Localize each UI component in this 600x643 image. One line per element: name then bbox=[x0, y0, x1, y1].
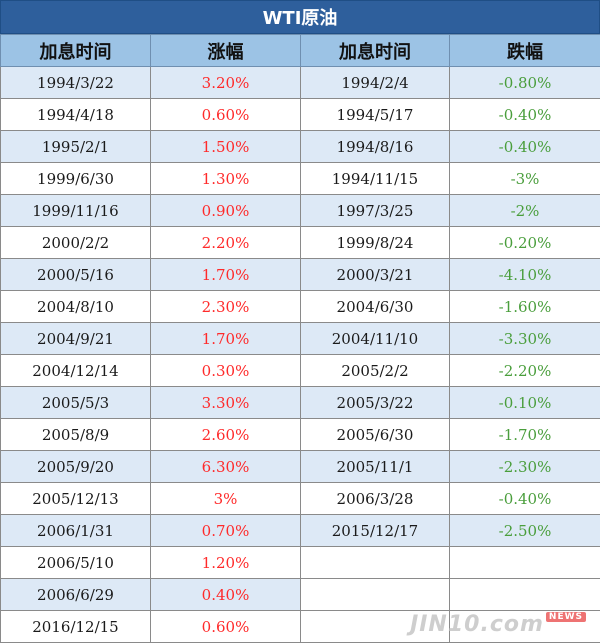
hike-date-up-cell: 2005/12/13 bbox=[0, 482, 151, 515]
gain-cell: 0.70% bbox=[150, 514, 301, 547]
gain-cell: 0.60% bbox=[150, 610, 301, 643]
gain-cell: 1.20% bbox=[150, 546, 301, 579]
gain-cell: 3.20% bbox=[150, 66, 301, 99]
watermark-text: JIN10.com bbox=[410, 612, 544, 637]
header-hike-date-down: 加息时间 bbox=[300, 34, 450, 67]
gain-cell: 0.40% bbox=[150, 578, 301, 611]
table-row: 1999/11/16 0.90% 1997/3/25 -2% bbox=[0, 194, 600, 227]
table-row: 1995/2/1 1.50% 1994/8/16 -0.40% bbox=[0, 130, 600, 163]
gain-cell: 0.30% bbox=[150, 354, 301, 387]
loss-cell: -4.10% bbox=[449, 258, 600, 291]
hike-date-down-cell: 2004/11/10 bbox=[300, 322, 450, 355]
header-hike-date-up: 加息时间 bbox=[0, 34, 151, 67]
hike-date-up-cell: 2005/8/9 bbox=[0, 418, 151, 451]
header-gain: 涨幅 bbox=[150, 34, 301, 67]
table-row: 2004/9/21 1.70% 2004/11/10 -3.30% bbox=[0, 322, 600, 355]
table-row: 1999/6/30 1.30% 1994/11/15 -3% bbox=[0, 162, 600, 195]
table-row: 2006/1/31 0.70% 2015/12/17 -2.50% bbox=[0, 514, 600, 547]
gain-cell: 0.60% bbox=[150, 98, 301, 131]
hike-date-down-cell: 2015/12/17 bbox=[300, 514, 450, 547]
header-loss: 跌幅 bbox=[449, 34, 600, 67]
hike-date-up-cell: 1999/11/16 bbox=[0, 194, 151, 227]
table-row: 2000/5/16 1.70% 2000/3/21 -4.10% bbox=[0, 258, 600, 291]
jin10-watermark-logo: JIN10.com NEWS bbox=[410, 612, 586, 637]
loss-cell: -0.40% bbox=[449, 98, 600, 131]
hike-date-up-cell: 2000/5/16 bbox=[0, 258, 151, 291]
loss-cell: -0.80% bbox=[449, 66, 600, 99]
hike-date-up-cell: 2000/2/2 bbox=[0, 226, 151, 259]
loss-cell: -1.70% bbox=[449, 418, 600, 451]
hike-date-up-cell: 2004/8/10 bbox=[0, 290, 151, 323]
loss-cell: -0.20% bbox=[449, 226, 600, 259]
table-row: 2004/12/14 0.30% 2005/2/2 -2.20% bbox=[0, 354, 600, 387]
hike-date-up-cell: 2004/12/14 bbox=[0, 354, 151, 387]
hike-date-up-cell: 2005/5/3 bbox=[0, 386, 151, 419]
column-header-row: 加息时间 涨幅 加息时间 跌幅 bbox=[0, 34, 600, 67]
table-row: 2005/12/13 3% 2006/3/28 -0.40% bbox=[0, 482, 600, 515]
table-row: 2006/5/10 1.20% bbox=[0, 546, 600, 579]
hike-date-up-cell: 2006/5/10 bbox=[0, 546, 151, 579]
hike-date-down-cell bbox=[300, 578, 450, 611]
hike-date-up-cell: 2006/6/29 bbox=[0, 578, 151, 611]
gain-cell: 6.30% bbox=[150, 450, 301, 483]
hike-date-up-cell: 2004/9/21 bbox=[0, 322, 151, 355]
table-row: 2004/8/10 2.30% 2004/6/30 -1.60% bbox=[0, 290, 600, 323]
table-row: 1994/3/22 3.20% 1994/2/4 -0.80% bbox=[0, 66, 600, 99]
gain-cell: 2.20% bbox=[150, 226, 301, 259]
hike-date-down-cell: 2000/3/21 bbox=[300, 258, 450, 291]
loss-cell: -2.50% bbox=[449, 514, 600, 547]
hike-date-up-cell: 2005/9/20 bbox=[0, 450, 151, 483]
hike-date-up-cell: 2006/1/31 bbox=[0, 514, 151, 547]
table-row: 1994/4/18 0.60% 1994/5/17 -0.40% bbox=[0, 98, 600, 131]
hike-date-down-cell: 2005/11/1 bbox=[300, 450, 450, 483]
loss-cell bbox=[449, 546, 600, 579]
table-row: 2005/9/20 6.30% 2005/11/1 -2.30% bbox=[0, 450, 600, 483]
loss-cell: -0.40% bbox=[449, 130, 600, 163]
gain-cell: 3% bbox=[150, 482, 301, 515]
rate-hike-table: 加息时间 涨幅 加息时间 跌幅 1994/3/22 3.20% 1994/2/4 -0… bbox=[0, 34, 600, 643]
gain-cell: 1.50% bbox=[150, 130, 301, 163]
table-row: 2016/12/15 0.60% bbox=[0, 610, 600, 643]
loss-cell: -3% bbox=[449, 162, 600, 195]
loss-cell bbox=[449, 578, 600, 611]
loss-cell: -0.40% bbox=[449, 482, 600, 515]
hike-date-up-cell: 2016/12/15 bbox=[0, 610, 151, 643]
hike-date-down-cell: 1999/8/24 bbox=[300, 226, 450, 259]
hike-date-down-cell: 1997/3/25 bbox=[300, 194, 450, 227]
hike-date-up-cell: 1999/6/30 bbox=[0, 162, 151, 195]
gain-cell: 2.60% bbox=[150, 418, 301, 451]
gain-cell: 1.70% bbox=[150, 322, 301, 355]
loss-cell: -2.20% bbox=[449, 354, 600, 387]
hike-date-down-cell bbox=[300, 546, 450, 579]
gain-cell: 0.90% bbox=[150, 194, 301, 227]
hike-date-down-cell: 1994/8/16 bbox=[300, 130, 450, 163]
hike-date-down-cell: 2005/3/22 bbox=[300, 386, 450, 419]
watermark-badge: NEWS bbox=[545, 612, 586, 622]
hike-date-up-cell: 1994/3/22 bbox=[0, 66, 151, 99]
hike-date-down-cell: 1994/5/17 bbox=[300, 98, 450, 131]
hike-date-down-cell: 2005/6/30 bbox=[300, 418, 450, 451]
loss-cell: -2.30% bbox=[449, 450, 600, 483]
table-row: 2005/5/3 3.30% 2005/3/22 -0.10% bbox=[0, 386, 600, 419]
table-row: 2000/2/2 2.20% 1999/8/24 -0.20% bbox=[0, 226, 600, 259]
hike-date-down-cell: 2006/3/28 bbox=[300, 482, 450, 515]
table-row: 2005/8/9 2.60% 2005/6/30 -1.70% bbox=[0, 418, 600, 451]
gain-cell: 2.30% bbox=[150, 290, 301, 323]
hike-date-down-cell: 2005/2/2 bbox=[300, 354, 450, 387]
hike-date-down-cell bbox=[300, 610, 450, 643]
gain-cell: 1.70% bbox=[150, 258, 301, 291]
gain-cell: 1.30% bbox=[150, 162, 301, 195]
hike-date-up-cell: 1994/4/18 bbox=[0, 98, 151, 131]
hike-date-down-cell: 1994/11/15 bbox=[300, 162, 450, 195]
loss-cell: -1.60% bbox=[449, 290, 600, 323]
table-title: WTI原油 bbox=[0, 0, 600, 34]
table-row: 2006/6/29 0.40% bbox=[0, 578, 600, 611]
loss-cell: -0.10% bbox=[449, 386, 600, 419]
hike-date-up-cell: 1995/2/1 bbox=[0, 130, 151, 163]
loss-cell: -3.30% bbox=[449, 322, 600, 355]
hike-date-down-cell: 2004/6/30 bbox=[300, 290, 450, 323]
loss-cell: -2% bbox=[449, 194, 600, 227]
gain-cell: 3.30% bbox=[150, 386, 301, 419]
hike-date-down-cell: 1994/2/4 bbox=[300, 66, 450, 99]
